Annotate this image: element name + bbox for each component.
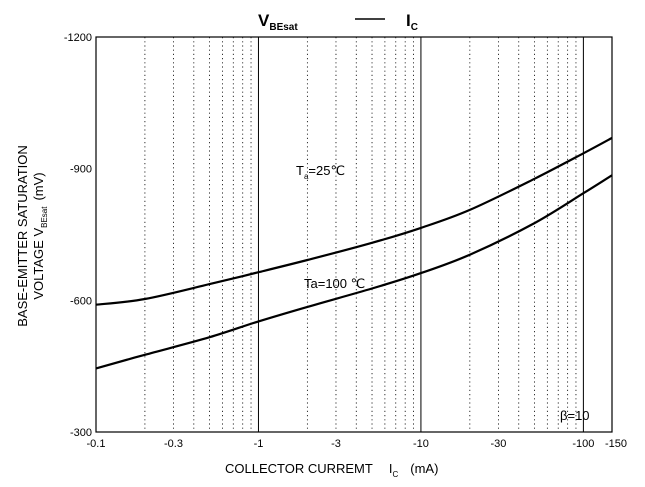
data-curves [95, 136, 613, 370]
x-tick-label: -10 [413, 438, 429, 450]
beta-annotation: β=10 [560, 408, 590, 423]
x-tick-label: -150 [605, 438, 627, 450]
y-axis-label-line1: BASE-EMITTER SATURATION [15, 145, 30, 327]
title-v-sub: BEsat [269, 22, 298, 33]
series-line-ta25 [95, 136, 613, 306]
x-tick-label: -0.3 [164, 438, 183, 450]
x-tick-label: -3 [331, 438, 341, 450]
series-line-ta100 [95, 174, 613, 370]
y-tick-label: -1200 [64, 32, 92, 44]
plot-frame [95, 36, 613, 433]
y-axis-label-line2: VOLTAGE VBEsat(mV) [31, 172, 49, 299]
major-gridlines [257, 37, 584, 432]
x-tick-label: -1 [254, 438, 264, 450]
y-axis-label: BASE-EMITTER SATURATION VOLTAGE VBEsat(m… [15, 145, 49, 327]
series-label-ta25: Ta=25℃ [296, 163, 345, 181]
y-tick-label: -300 [70, 427, 92, 439]
x-tick-label: -0.1 [87, 438, 106, 450]
x-tick-label: -30 [490, 438, 506, 450]
x-tick-label: -100 [572, 438, 594, 450]
title-ic: IC [406, 11, 418, 33]
title-v: V [258, 11, 270, 30]
y-tick-label: -600 [70, 295, 92, 307]
x-axis-label: COLLECTOR CURREMT IC (mA) [225, 461, 438, 479]
x-tick-labels: -0.1 -0.3 -1 -3 -10 -30 -100 -150 [87, 438, 628, 450]
minor-gridlines [144, 37, 577, 432]
y-tick-labels: -1200 -900 -600 -300 [64, 32, 92, 439]
chart-title: VBEsat [258, 11, 298, 33]
y-tick-label: -900 [70, 164, 92, 176]
series-label-ta100: Ta=100 ℃ [304, 276, 365, 291]
